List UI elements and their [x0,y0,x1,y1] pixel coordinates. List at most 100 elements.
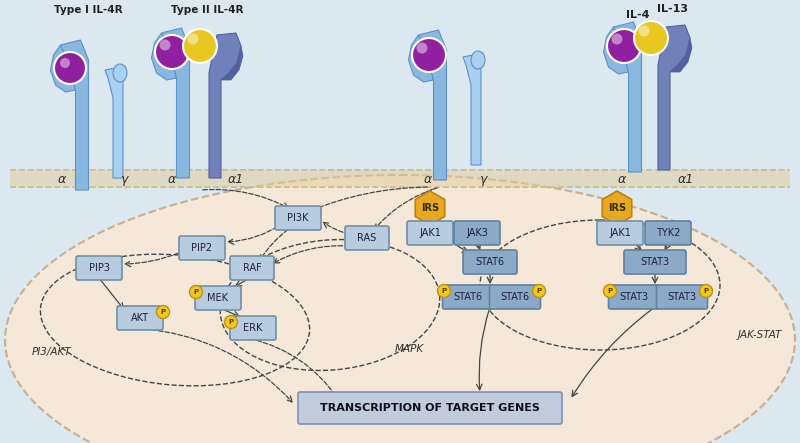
Circle shape [60,58,70,68]
Text: IL-13: IL-13 [657,4,687,14]
FancyBboxPatch shape [0,0,800,175]
Circle shape [607,29,641,63]
Circle shape [638,26,650,36]
Polygon shape [61,40,89,190]
Text: Type I IL-4R: Type I IL-4R [54,5,122,15]
Text: α: α [618,173,626,186]
Text: STAT6: STAT6 [454,292,482,302]
FancyBboxPatch shape [230,316,276,340]
Text: STAT3: STAT3 [641,257,670,267]
Polygon shape [602,191,632,225]
Circle shape [634,21,668,55]
Polygon shape [409,35,434,82]
Polygon shape [658,25,690,170]
Text: JAK-STAT: JAK-STAT [738,330,782,340]
Polygon shape [151,33,177,80]
Text: PI3K: PI3K [287,213,309,223]
Circle shape [225,315,238,329]
Text: RAF: RAF [242,263,262,273]
Circle shape [190,285,202,299]
Text: AKT: AKT [131,313,149,323]
Text: α: α [424,173,432,186]
Text: Type II IL-4R: Type II IL-4R [170,5,243,15]
Text: γ: γ [479,173,486,186]
Text: α1: α1 [678,173,694,186]
Polygon shape [614,22,642,172]
Text: α: α [168,173,176,186]
Circle shape [157,306,170,319]
FancyBboxPatch shape [463,250,517,274]
FancyBboxPatch shape [490,285,541,309]
FancyBboxPatch shape [275,206,321,230]
Circle shape [155,35,189,69]
Circle shape [611,34,622,44]
Text: P: P [194,289,198,295]
Text: STAT3: STAT3 [619,292,649,302]
Circle shape [438,284,450,298]
Text: MAPK: MAPK [395,344,424,354]
Circle shape [533,284,546,298]
Text: JAK3: JAK3 [466,228,488,238]
FancyBboxPatch shape [657,285,707,309]
Ellipse shape [5,175,795,443]
Text: P: P [537,288,542,294]
Text: IL-4: IL-4 [626,10,650,20]
Text: PIP2: PIP2 [191,243,213,253]
FancyBboxPatch shape [442,285,494,309]
FancyBboxPatch shape [195,286,241,310]
Circle shape [417,43,427,54]
Text: RAS: RAS [358,233,377,243]
Polygon shape [209,33,241,178]
Text: PIP3: PIP3 [89,263,110,273]
FancyBboxPatch shape [179,236,225,260]
Text: P: P [703,288,709,294]
FancyBboxPatch shape [298,392,562,424]
FancyBboxPatch shape [645,221,691,245]
Polygon shape [463,53,483,165]
Circle shape [183,29,217,63]
FancyBboxPatch shape [624,250,686,274]
Polygon shape [50,45,75,92]
FancyBboxPatch shape [345,226,389,250]
FancyBboxPatch shape [597,221,643,245]
Text: TYK2: TYK2 [656,228,680,238]
Polygon shape [162,28,190,178]
Text: P: P [607,288,613,294]
Circle shape [699,284,713,298]
Text: ERK: ERK [243,323,262,333]
Text: P: P [161,309,166,315]
Circle shape [187,34,198,44]
FancyBboxPatch shape [10,170,790,187]
Text: STAT6: STAT6 [501,292,530,302]
Text: γ: γ [120,173,127,186]
FancyBboxPatch shape [407,221,453,245]
Circle shape [412,38,446,72]
FancyBboxPatch shape [609,285,659,309]
Polygon shape [603,27,629,74]
Text: α1: α1 [228,173,244,186]
Text: JAK1: JAK1 [419,228,441,238]
Ellipse shape [471,51,485,69]
Text: P: P [229,319,234,325]
Circle shape [54,52,86,84]
Ellipse shape [113,64,127,82]
Polygon shape [221,46,243,80]
Text: JAK1: JAK1 [609,228,631,238]
Circle shape [159,39,170,51]
Text: α: α [58,173,66,186]
FancyBboxPatch shape [117,306,163,330]
Text: PI3/AKT: PI3/AKT [32,347,72,357]
Text: IRS: IRS [608,203,626,213]
Circle shape [603,284,617,298]
FancyBboxPatch shape [76,256,122,280]
Text: P: P [442,288,446,294]
Polygon shape [670,38,692,72]
Text: STAT6: STAT6 [475,257,505,267]
Polygon shape [415,191,445,225]
Polygon shape [105,66,125,178]
Text: MEK: MEK [207,293,229,303]
Text: STAT3: STAT3 [667,292,697,302]
FancyBboxPatch shape [230,256,274,280]
Polygon shape [418,30,446,180]
Text: TRANSCRIPTION OF TARGET GENES: TRANSCRIPTION OF TARGET GENES [320,403,540,413]
